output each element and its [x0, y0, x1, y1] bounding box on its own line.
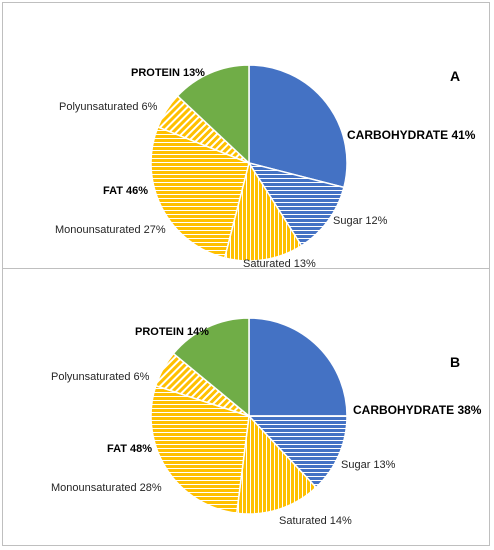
pie-slice-protein-13: [176, 64, 250, 165]
group-label-fat-46: FAT 46%: [103, 185, 148, 197]
pie-slice-sugar-12: [247, 161, 345, 247]
slice-label-carbohydrate-41: CARBOHYDRATE 41%: [347, 128, 476, 142]
pie-slice-carbohydrate-41: [248, 64, 348, 189]
slice-label-saturated-14: Saturated 14%: [279, 515, 352, 527]
slice-label-saturated-13: Saturated 13%: [243, 258, 316, 270]
pie-slice-protein-14: [172, 317, 250, 418]
slice-label-monounsaturated-27: Monounsaturated 27%: [55, 224, 166, 236]
pie-slice-carbohydrate-38: [248, 317, 348, 417]
panel-label: A: [450, 68, 460, 84]
slice-label-protein-14: PROTEIN 14%: [135, 326, 209, 338]
pie-chart-b: CARBOHYDRATE 38% Sugar 13% Saturated 14% Mo…: [51, 317, 482, 527]
slice-label-sugar-13: Sugar 13%: [341, 459, 396, 471]
group-label-fat-48: FAT 48%: [107, 443, 152, 455]
slice-label-sugar-12: Sugar 12%: [333, 215, 388, 227]
panel-a: CARBOHYDRATE 41% Sugar 12% Saturated 13% Mo…: [2, 2, 490, 270]
panel-b: CARBOHYDRATE 38% Sugar 13% Saturated 14% Mo…: [2, 268, 490, 546]
pie-chart-a: CARBOHYDRATE 41% Sugar 12% Saturated 13% Mo…: [55, 64, 476, 270]
slice-label-carbohydrate-38: CARBOHYDRATE 38%: [353, 403, 482, 417]
slice-label-monounsaturated-28: Monounsaturated 28%: [51, 482, 162, 494]
pie-slice-monounsaturated-28: [150, 384, 250, 515]
slice-label-polyunsaturated-6: Polyunsaturated 6%: [51, 371, 150, 383]
slice-label-polyunsaturated-6: Polyunsaturated 6%: [59, 101, 158, 113]
panel-label: B: [450, 354, 460, 370]
pie-slice-saturated-13: [223, 161, 303, 262]
slice-label-protein-13: PROTEIN 13%: [131, 67, 205, 79]
pie-slice-sugar-13: [247, 415, 348, 489]
pie-slice-saturated-14: [235, 414, 318, 515]
pie-slice-monounsaturated-27: [150, 125, 250, 259]
